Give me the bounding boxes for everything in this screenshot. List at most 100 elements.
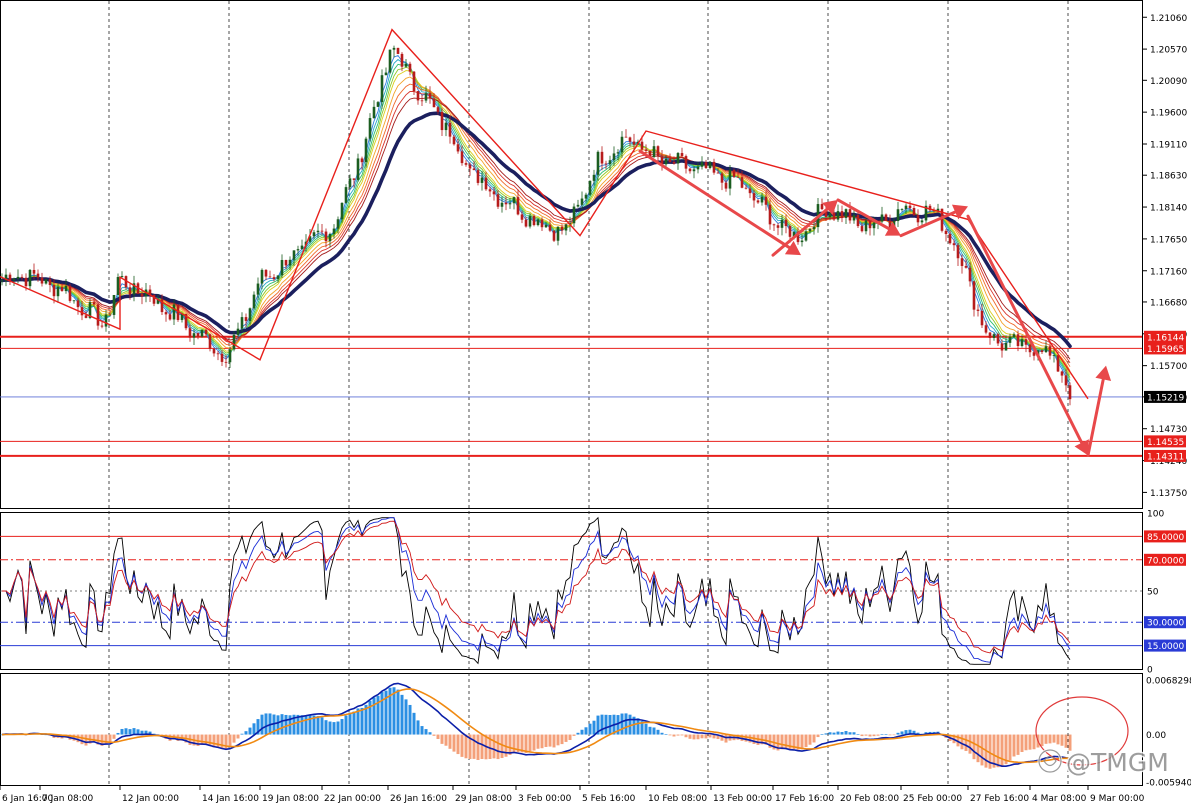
candle-body-182 [728,170,732,189]
candle-body-70 [280,259,284,276]
macd-hist-bar-251 [1004,734,1008,765]
rsi-level-3-label: 15.0000 [1147,642,1184,652]
level-3-label: 1.14311 [1147,452,1184,462]
candle-body-20 [80,307,84,316]
candle-body-248 [992,334,996,338]
macd-hist-bar-129 [516,734,520,753]
candle-body-238 [952,243,956,246]
candle-body-118 [472,168,476,171]
x-tick-label-13: 20 Feb 08:00 [840,794,899,804]
macd-hist-bar-258 [1032,734,1036,750]
candle-body-265 [1060,371,1064,376]
candle-body-61 [244,317,248,321]
candle-body-101 [404,63,408,67]
candle-body-43 [172,304,176,320]
candle-body-44 [176,304,180,320]
price-tick-label-8: 1.17160 [1150,267,1187,277]
candle-body-140 [560,226,564,231]
candle-body-32 [128,287,132,295]
candle-body-49 [196,333,200,337]
macd-hist-bar-195 [780,734,784,750]
macd-hist-bar-105 [420,726,424,735]
macd-hist-bar-256 [1024,734,1028,751]
forecast-arrow-shaft-3 [899,210,957,238]
price-tick-label-0: 1.21060 [1150,14,1187,24]
candle-body-214 [856,215,860,227]
candle-body-10 [40,277,44,284]
macd-hist-bar-63 [252,723,256,735]
level-2-tag [1144,435,1186,448]
candle-body-50 [200,329,204,337]
rsi-axis: 85.0000 70.0000 30.0000 15.0000 100 50 0 [1144,510,1186,676]
candle-body-197 [788,226,792,237]
macd-hist-bar-174 [696,734,700,740]
macd-hist-bar-98 [392,687,396,735]
watermark-text-halo: @TMGM [1066,748,1169,777]
macd-panel-frame [0,673,1143,786]
candle-body-84 [336,219,340,229]
candle-body-3 [12,278,16,281]
macd-hist-bar-208 [832,732,836,735]
candle-body-163 [652,146,656,157]
macd-hist-bar-203 [812,734,816,743]
macd-hist-bar-144 [576,732,580,735]
current-price-tag [1144,390,1186,403]
watermark: @TMGM @TMGM [1037,747,1170,779]
candle-body-192 [768,204,772,225]
candle-body-224 [896,209,900,222]
candle-body-247 [988,332,992,338]
candle-body-1 [4,274,8,281]
candle-body-220 [880,214,884,222]
candle-body-0 [0,280,4,282]
candle-body-189 [756,200,760,203]
macd-hist-bar-81 [324,720,328,735]
candle-body-217 [868,220,872,229]
candle-body-56 [224,361,228,363]
macd-hist-bar-164 [656,729,660,735]
price-tick-label-7: 1.17650 [1150,235,1187,245]
candle-body-14 [56,286,60,297]
candle-body-41 [164,312,168,315]
macd-hist-bar-135 [540,734,544,749]
macd-hist-bar-225 [900,731,904,735]
macd-hist-bar-119 [476,734,480,760]
candle-body-227 [908,205,912,208]
macd-hist-bar-197 [788,734,792,750]
level-1-tag [1144,342,1186,355]
macd-hist-bar-151 [604,714,608,735]
candle-body-82 [328,233,332,242]
forecast-arrow-shaft-1 [771,207,829,257]
price-tick-label-14: 1.14240 [1150,457,1187,467]
price-tick-label-4: 1.19110 [1150,141,1187,151]
candle-body-196 [784,219,788,227]
watermark-text: @TMGM [1066,748,1169,777]
macd-hist-bar-202 [808,734,812,745]
macd-hist-bar-26 [104,734,108,745]
candle-body-67 [268,276,272,278]
macd-hist-bar-262 [1048,734,1052,744]
candle-body-222 [888,220,892,228]
macd-hist-bar-110 [440,734,444,744]
macd-hist-bar-194 [776,734,780,751]
candle-body-122 [488,189,492,192]
candle-body-113 [452,136,456,145]
macd-hist-bar-36 [144,730,148,735]
candle-body-18 [72,300,76,302]
macd-hist-bar-61 [244,731,248,735]
forecast-arrow-shaft-2 [836,198,891,231]
price-axis: 1.21060 1.20570 1.20090 1.19600 1.19110 1.186… [1142,14,1187,499]
level-2-label: 1.14535 [1147,438,1184,448]
macd-hist-bar-137 [548,734,552,747]
x-tick-label-5: 22 Jan 00:00 [324,794,381,804]
candle-body-60 [240,317,244,329]
candle-body-58 [232,334,236,350]
macd-signal-line [1,688,1071,764]
candle-body-164 [656,146,660,157]
macd-hist-bar-99 [396,689,400,735]
candle-body-48 [192,333,196,338]
macd-hist-bar-165 [660,732,664,735]
candle-body-161 [644,149,648,151]
candle-body-218 [872,222,876,229]
macd-hist-bar-85 [340,719,344,735]
candle-body-251 [1004,342,1008,351]
